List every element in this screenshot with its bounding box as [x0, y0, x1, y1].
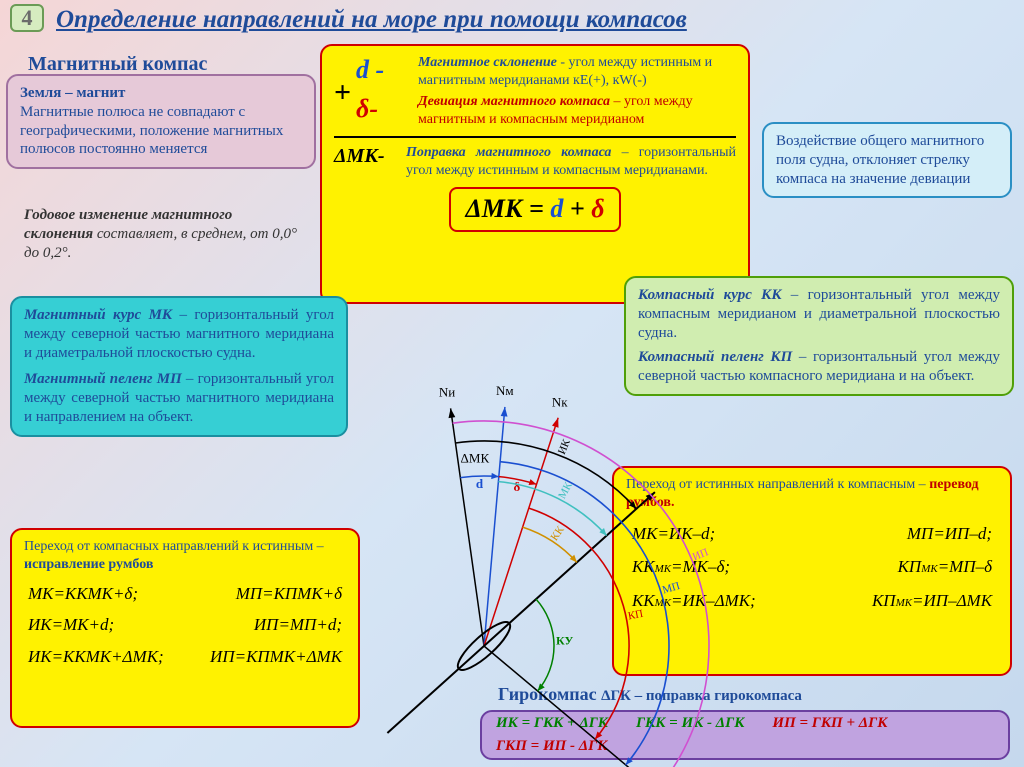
sym-dmk: ΔМК- [334, 144, 406, 179]
c-r3a: ИК=КК [28, 647, 86, 666]
corr-pre: Переход от компасных направлений к истин… [24, 539, 324, 554]
c-r2b: ИП=МП+d; [254, 614, 342, 635]
gyro-f3: ИП = ГКП + ΔГК [772, 714, 887, 733]
t-r3a-e: =ИК–ΔМК; [671, 591, 756, 610]
svg-text:Nк: Nк [552, 394, 568, 409]
svg-text:δ: δ [514, 479, 521, 494]
t-r1b: МП=ИП–d; [907, 523, 992, 544]
earth-magnet-box: Земля – магнит Магнитные полюса не совпа… [6, 74, 316, 169]
svg-text:d: d [476, 476, 484, 491]
formula-dmk: ΔМК = d + δ [449, 187, 620, 232]
gyro-f4: ГКП = ИП - ΔГК [496, 737, 607, 756]
c-r1b-e: +δ [323, 584, 342, 603]
annual-change: Годовое изменение магнитного склонения с… [12, 198, 312, 270]
f-pre: ΔМК = [465, 194, 550, 223]
kk-t1: Компасный курс КК [638, 287, 782, 303]
earth-title: Земля – магнит [20, 85, 125, 101]
def-delta-title: Девиация магнитного компаса [418, 94, 610, 109]
svg-text:Nи: Nи [439, 384, 455, 399]
sym-d: d ‑ [356, 54, 418, 89]
c-r1b: МП=КП [236, 584, 297, 603]
svg-text:ΔМК: ΔМК [461, 451, 490, 466]
page-title: Определение направлений на море при помо… [56, 6, 687, 34]
kk-t2: Компасный пеленг КП [638, 349, 792, 365]
deviation-box: Воздействие общего магнитного поля судна… [762, 122, 1012, 198]
translation-box: Переход от истинных направлений к компас… [612, 466, 1012, 676]
svg-text:КУ: КУ [556, 634, 573, 648]
definitions-box: + d ‑ Магнитное склонение - угол между и… [320, 44, 750, 304]
svg-text:Nм: Nм [496, 383, 514, 398]
t-r2b-s: МК [921, 563, 937, 575]
plus-sign: + [334, 74, 356, 112]
t-r2b: КП [898, 557, 922, 576]
f-plus: + [563, 194, 591, 223]
c-r1b-s: МК [297, 584, 322, 603]
compass-course-box: Компасный курс КК – горизонтальный угол … [624, 276, 1014, 396]
c-r3b-s: МК [270, 647, 295, 666]
slide-number: 4 [10, 4, 44, 32]
c-r1a-e: +δ; [113, 584, 138, 603]
mk-t2: Магнитный пеленг МП [24, 371, 182, 387]
corr-bold: исправление румбов [24, 557, 153, 572]
c-r3b-e: +ΔМК [295, 647, 342, 666]
t-r3b-s: МК [896, 597, 912, 609]
mk-t1: Магнитный курс МК [24, 307, 172, 323]
svg-text:ИК: ИК [556, 437, 573, 456]
t-r3a: КК [632, 591, 655, 610]
compass-diagram: ✦NиNмNкΔМКdδИПИКМПМККПКККУ [354, 296, 624, 736]
tr-pre: Переход от истинных направлений к компас… [626, 477, 929, 492]
t-r3b: КП [872, 591, 896, 610]
c-r3a-e: +ΔМК; [111, 647, 164, 666]
c-r3b: ИП=КП [210, 647, 270, 666]
f-delta: δ [591, 194, 604, 223]
t-r2a-s: МК [655, 563, 671, 575]
t-r2b-e: =МП–δ [938, 557, 992, 576]
f-d: d [550, 194, 563, 223]
correction-box: Переход от компасных направлений к истин… [10, 528, 360, 728]
c-r1a: МК=КК [28, 584, 88, 603]
c-r3a-s: МК [86, 647, 111, 666]
def-d-title: Магнитное склонение [418, 55, 557, 70]
def-dmk-title: Поправка магнитного компаса [406, 145, 611, 160]
magnetic-course-box: Магнитный курс МК – горизонтальный угол … [10, 296, 348, 437]
c-r1a-s: МК [88, 584, 113, 603]
earth-text: Магнитные полюса не совпадают с географи… [20, 104, 283, 158]
t-r3b-e: =ИП–ΔМК [912, 591, 992, 610]
c-r2a: ИК=МК+d; [28, 614, 114, 635]
sym-delta: δ‑ [356, 93, 418, 128]
